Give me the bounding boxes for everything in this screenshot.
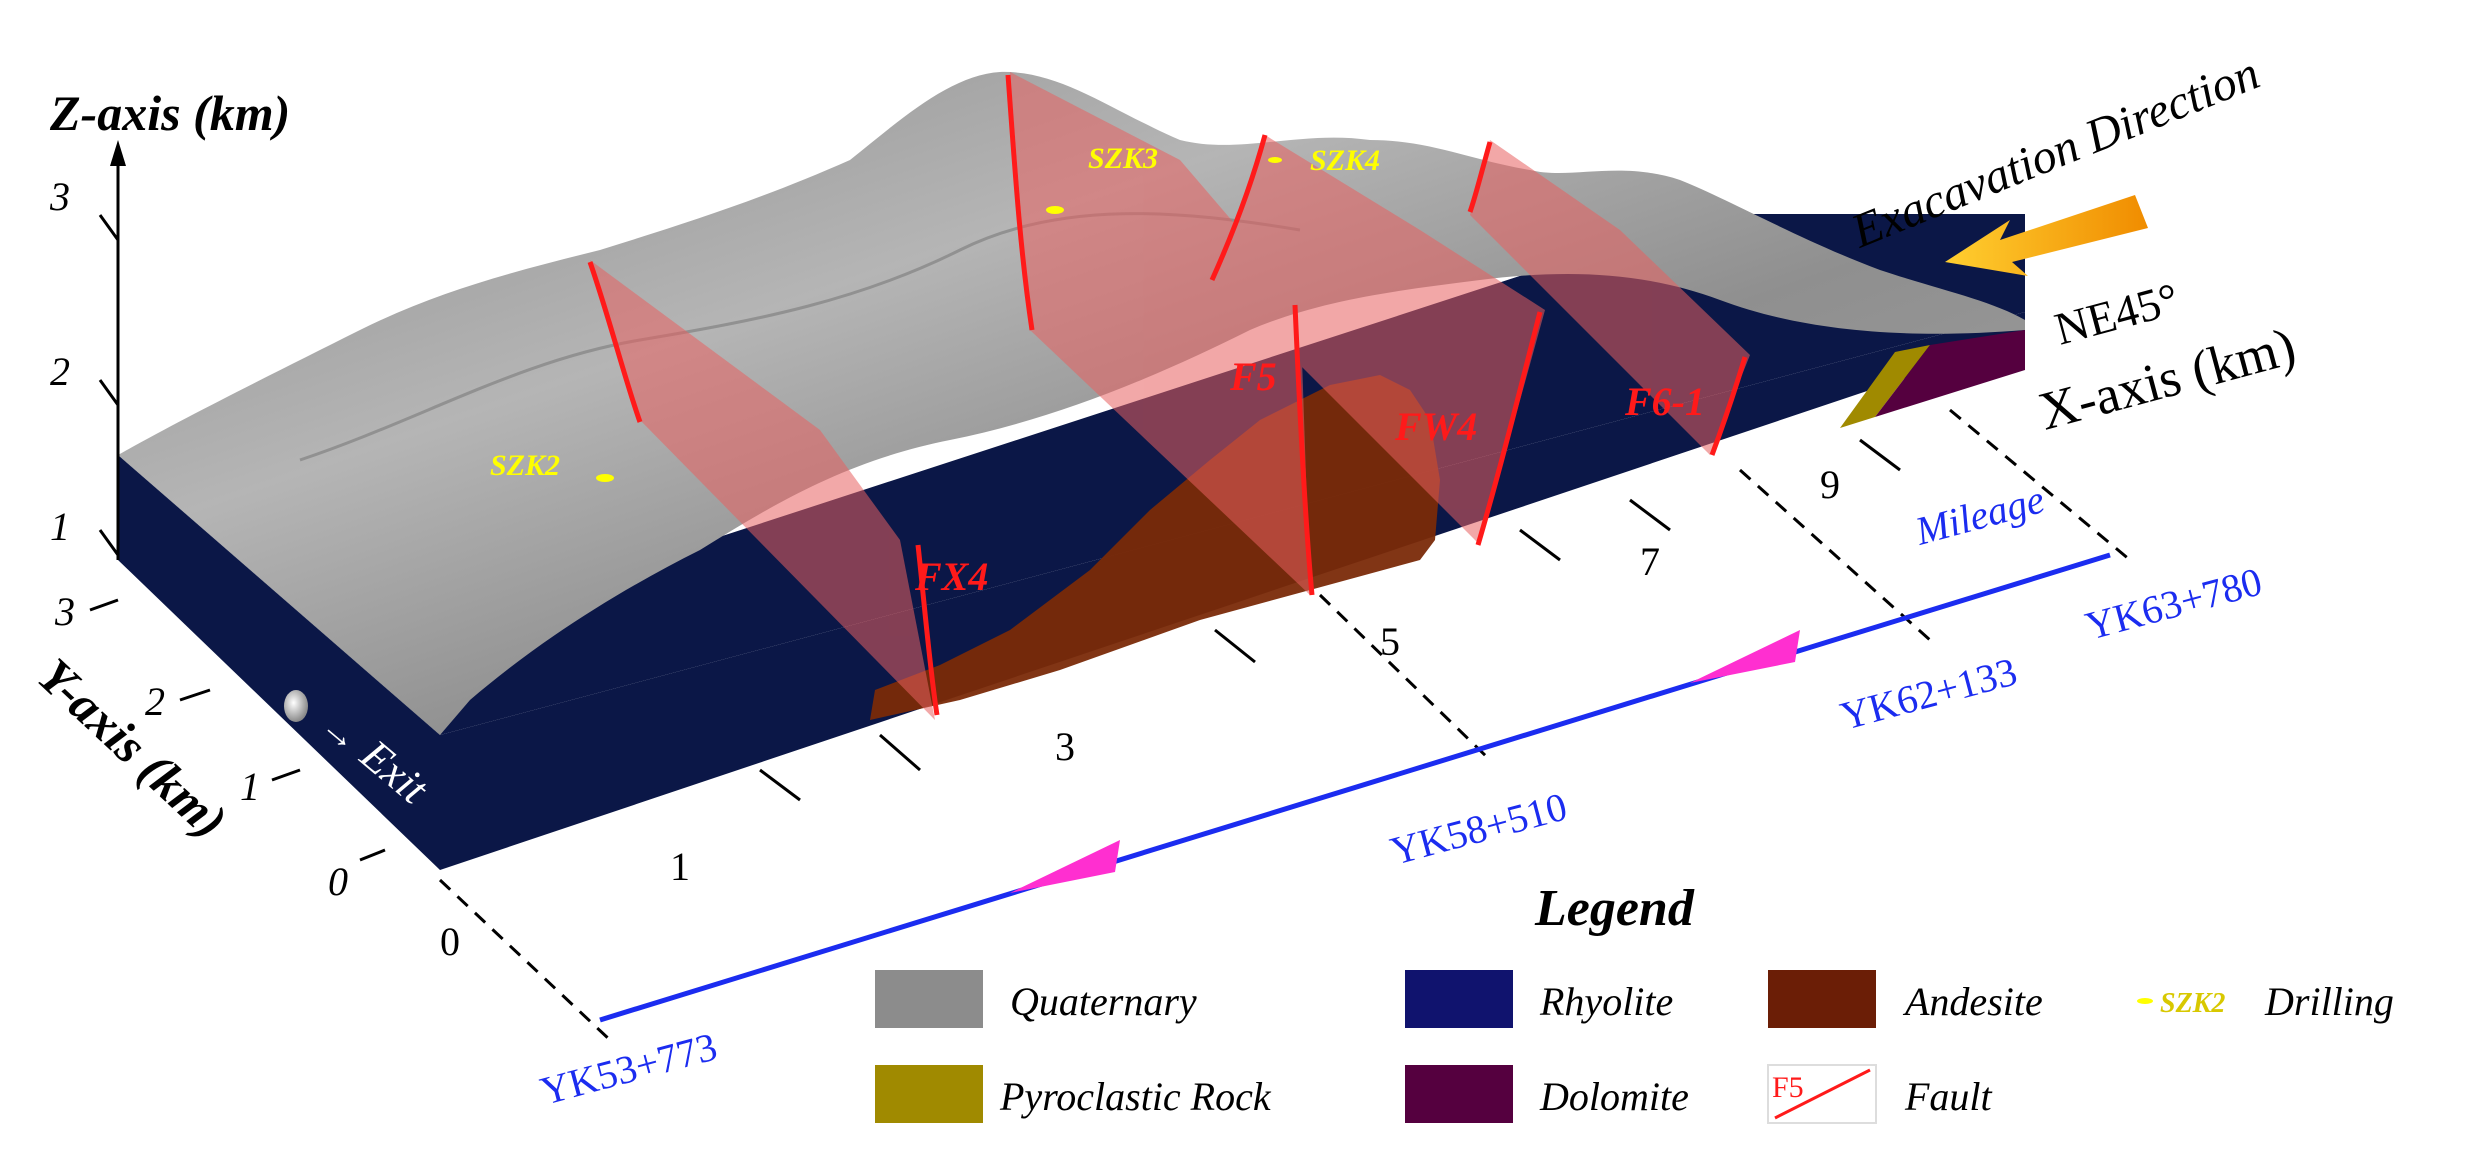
legend-swatch-pyroclastic: [875, 1065, 983, 1123]
dolomite-unit: [1875, 330, 2025, 417]
drill-marker-szk3: [1046, 206, 1064, 214]
legend-label-rhyolite: Rhyolite: [1539, 979, 1673, 1024]
legend-label-quaternary: Quaternary: [1010, 979, 1197, 1024]
mileage-station-4: YK63+780: [2081, 559, 2267, 649]
z-tick-label-2: 2: [50, 349, 70, 394]
drill-label-szk2: SZK2: [490, 449, 560, 482]
y-tick-mark-2: [179, 688, 211, 702]
legend-swatch-rhyolite: [1405, 970, 1513, 1028]
x-tick-mark-10: [1949, 408, 2131, 562]
y-tick-mark-3: [89, 598, 119, 612]
y-axis-title: Y-axis (km): [27, 647, 238, 849]
mileage-title: Mileage: [1910, 476, 2049, 554]
x-tick-mark-4: [1214, 628, 1256, 664]
z-axis-arrowhead: [110, 140, 126, 166]
legend-swatch-dolomite: [1405, 1065, 1513, 1123]
fault-trace-fw4-face: [1475, 311, 1543, 546]
fault-label-f5: F5: [1229, 354, 1277, 399]
x-tick-mark-7: [1629, 498, 1671, 532]
z-axis-title: Z-axis (km): [49, 85, 290, 141]
x-tick-label-9: 9: [1820, 462, 1840, 507]
exit-portal-icon: [284, 690, 308, 722]
z-axis: 1 2 3 Z-axis (km): [49, 85, 290, 560]
z-tick-mark-2: [98, 379, 120, 406]
x-tick-mark-3: [879, 733, 921, 772]
x-tick-label-0: 0: [440, 919, 460, 964]
fault-plane-fw4: [1215, 135, 1545, 545]
x-tick-label-7: 7: [1640, 539, 1660, 584]
fault-plane-f5: [1010, 72, 1310, 595]
legend-drill-marker: [2137, 998, 2153, 1004]
z-tick-label-1: 1: [50, 504, 70, 549]
x-tick-mark-9: [1859, 438, 1901, 472]
mileage-station-3: YK62+133: [1836, 649, 2022, 739]
legend-swatch-andesite: [1768, 970, 1876, 1028]
x-tick-label-5: 5: [1380, 619, 1400, 664]
mileage-direction-arrow-1: [1010, 840, 1120, 893]
y-tick-label-2: 2: [145, 679, 165, 724]
legend-fault-line: [1774, 1068, 1871, 1120]
mileage-station-1: YK53+773: [536, 1024, 722, 1114]
fault-trace-fw4-surface: [1209, 134, 1268, 282]
pyroclastic-rock-unit: [1840, 345, 1930, 428]
mileage-station-2: YK58+510: [1386, 784, 1572, 874]
fault-trace-f6-1-face: [1709, 356, 1748, 456]
drill-marker-szk2: [596, 474, 614, 482]
mileage-direction-arrow-2: [1690, 630, 1800, 683]
fault-label-fw4: FW4: [1394, 404, 1477, 449]
fault-trace-f5-surface: [1005, 74, 1035, 331]
legend-fault-sample: F5: [1772, 1071, 1804, 1104]
legend: Legend Quaternary Rhyolite Andesite SZK2…: [875, 880, 2394, 1124]
y-tick-label-1: 1: [240, 764, 260, 809]
fault-trace-f5-face: [1292, 304, 1315, 596]
x-tick-label-3: 3: [1055, 724, 1075, 769]
fault-planes: [590, 72, 1750, 720]
legend-label-pyroclastic: Pyroclastic Rock: [999, 1074, 1272, 1119]
fault-plane-f6-1: [1470, 140, 1750, 455]
legend-label-fault: Fault: [1904, 1074, 1993, 1119]
x-tick-mark-8: [1738, 468, 1932, 642]
fault-label-f6-1: F6-1: [1624, 379, 1705, 424]
drilling-points: SZK2 SZK3 SZK4: [490, 142, 1380, 482]
x-tick-label-1: 1: [670, 844, 690, 889]
legend-title: Legend: [1534, 880, 1695, 937]
fault-labels: FX4 F5 FW4 F6-1: [914, 354, 1705, 599]
legend-swatch-quaternary: [875, 970, 983, 1028]
x-axis-ticks: [438, 408, 2131, 1042]
x-tick-mark-6: [1519, 528, 1561, 562]
z-tick-mark-1: [98, 529, 120, 556]
legend-label-dolomite: Dolomite: [1539, 1074, 1689, 1119]
fault-trace-f6-1-surface: [1467, 141, 1493, 213]
mileage-baseline: [599, 552, 2111, 1023]
legend-label-andesite: Andesite: [1902, 979, 2043, 1024]
x-tick-mark-1: [759, 768, 801, 802]
legend-drill-sample: SZK2: [2160, 988, 2225, 1019]
y-tick-mark-0: [359, 848, 386, 862]
y-tick-label-0: 0: [328, 859, 348, 904]
excavation-arrow-icon: [1945, 195, 2148, 276]
fault-label-fx4: FX4: [914, 554, 988, 599]
fault-trace-fx4-face: [915, 544, 940, 716]
fault-plane-fx4: [590, 260, 935, 720]
y-tick-mark-1: [271, 768, 301, 782]
x-tick-mark-5: [1318, 593, 1492, 762]
x-tick-mark-0: [438, 878, 612, 1042]
fault-traces: [587, 74, 1748, 716]
orientation-label: NE45°: [2049, 273, 2184, 355]
drill-label-szk3: SZK3: [1088, 142, 1158, 175]
z-tick-label-3: 3: [49, 174, 70, 219]
drill-marker-szk4: [1268, 157, 1282, 163]
drill-label-szk4: SZK4: [1310, 144, 1380, 177]
z-tick-mark-3: [98, 214, 120, 241]
fault-trace-fx4-surface: [587, 261, 643, 423]
x-axis-tick-labels: 0 1 3 5 7 9: [440, 462, 1840, 964]
rhyolite-left-face: [118, 455, 440, 870]
legend-label-drilling: Drilling: [2264, 979, 2394, 1024]
y-tick-label-3: 3: [54, 589, 75, 634]
